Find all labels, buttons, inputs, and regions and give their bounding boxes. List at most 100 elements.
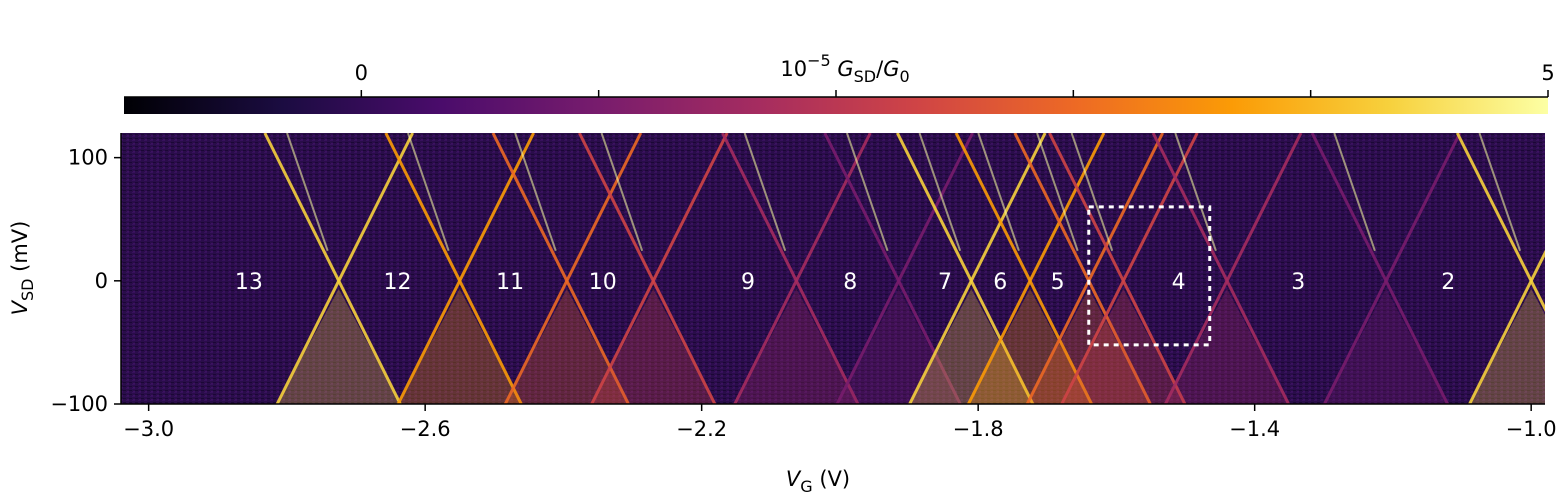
x-tick-label: −1.4: [1229, 417, 1280, 441]
diamond-edge: [721, 133, 860, 404]
diamond-label: 8: [843, 270, 857, 295]
y-tick-label: 0: [95, 269, 108, 293]
colorbar-bar: [124, 97, 1548, 114]
x-axis-title-sub: G: [800, 477, 812, 496]
conductance-region: [505, 288, 629, 404]
colorbar-title-exponent: −5: [807, 51, 831, 70]
x-tick-label: −2.6: [400, 417, 451, 441]
conductance-region: [1324, 288, 1448, 404]
colorbar-tick-label: 5: [1541, 61, 1554, 85]
conductance-region: [734, 288, 858, 404]
conductance-region: [1061, 288, 1185, 404]
diamond-edge: [590, 133, 729, 404]
conductance-region: [1165, 288, 1289, 404]
diamond-edge: [835, 133, 974, 404]
colorbar-title-g: G: [837, 57, 853, 81]
x-axis: −3.0 −2.6 −2.2 −1.8 −1.4 −1.0: [121, 403, 1557, 441]
diamond-edge: [263, 133, 402, 404]
diamond-label: 7: [938, 270, 952, 295]
conductance-region: [968, 288, 1092, 404]
x-tick-label: −1.0: [1506, 417, 1557, 441]
y-tick-label: 100: [68, 146, 108, 170]
x-tick-label: −3.0: [123, 417, 174, 441]
diamond-edge-highlight: [918, 133, 962, 252]
diamond-labels: 13 12 11 10 9 8 7 6 5 4 3 2: [235, 270, 1455, 295]
x-axis-title-v: V: [786, 467, 802, 491]
diamond-edge: [1048, 133, 1187, 404]
diamond-edge: [1310, 133, 1449, 404]
diamond-edge: [967, 133, 1106, 404]
diamond-label: 6: [993, 270, 1007, 295]
colorbar-title-g0: G: [883, 57, 899, 81]
diamond-edge: [1468, 249, 1545, 404]
colorbar-tick-label: 0: [355, 61, 368, 85]
diamond-edge-highlight: [1070, 133, 1114, 252]
diamond-edge-highlight: [1036, 133, 1079, 252]
diamond-edge: [954, 133, 1093, 404]
diamond-edge-highlight: [1333, 133, 1376, 252]
x-tick-label: −2.2: [676, 417, 727, 441]
diamond-label: 5: [1051, 270, 1065, 295]
x-axis-title: VG (V): [786, 467, 850, 496]
diamond-label: 11: [496, 270, 524, 295]
diamond-edge-highlight: [1174, 133, 1217, 252]
conductance-region: [277, 288, 401, 404]
y-axis: 100 0 −100: [50, 133, 122, 416]
diamond-edge: [491, 133, 630, 404]
heatmap-features: [263, 133, 1545, 404]
diamond-edge-highlight: [845, 133, 889, 252]
diamond-label: 10: [589, 270, 617, 295]
diamond-label: 13: [235, 270, 263, 295]
diamond-edge: [1151, 133, 1290, 404]
highlight-box: [1087, 205, 1212, 347]
diamond-edge-highlight: [407, 133, 450, 252]
conductance-region: [398, 288, 522, 404]
colorbar-title-g0-sub: 0: [899, 67, 909, 86]
diamond-edge-highlight: [600, 133, 644, 252]
y-tick-label: −100: [50, 392, 108, 416]
diamond-edge: [275, 133, 414, 404]
diamond-edge: [908, 133, 1047, 404]
diamond-label: 9: [741, 270, 755, 295]
colorbar-title-g-sub: SD: [854, 67, 876, 86]
diamond-edge: [1013, 133, 1152, 404]
y-axis-title-unit: (mV): [8, 221, 32, 279]
diamond-label: 12: [384, 270, 412, 295]
plot-area: 13 12 11 10 9 8 7 6 5 4 3 2: [121, 133, 1545, 404]
x-tick-label: −1.8: [953, 417, 1004, 441]
diamond-edge-highlight: [1478, 133, 1522, 252]
colorbar-title: 10−5 GSD/G0: [780, 51, 909, 86]
diamond-edge: [896, 133, 1035, 404]
diamond-label: 3: [1291, 270, 1305, 295]
colorbar-title-slash: /: [876, 57, 884, 81]
conductance-region: [909, 288, 1033, 404]
diamond-edge-highlight: [286, 133, 329, 252]
diamond-edge: [396, 133, 535, 404]
diamond-edge: [1025, 133, 1165, 404]
diamond-label: 4: [1172, 270, 1186, 295]
diamond-edge-highlight: [977, 133, 1020, 252]
y-axis-title: VSD (mV): [8, 221, 37, 316]
y-axis-title-sub: SD: [18, 279, 37, 301]
diamond-edge: [823, 133, 962, 404]
diamond-edge-highlight: [514, 133, 557, 252]
colorbar-title-base: 10: [780, 57, 807, 81]
diamond-edge-highlight: [743, 133, 787, 252]
diamond-edge: [1323, 133, 1462, 404]
diamond-edge: [384, 133, 523, 404]
conductance-region: [1027, 288, 1151, 404]
diamond-edge: [503, 133, 643, 404]
y-axis-title-v: V: [8, 299, 32, 315]
conductance-region: [837, 288, 961, 404]
diamond-label: 2: [1441, 270, 1455, 295]
x-axis-title-unit: (V): [813, 467, 850, 491]
conductance-region: [1469, 288, 1545, 404]
conductance-region: [591, 288, 715, 404]
diamond-edge: [578, 133, 717, 404]
diamond-edge: [1455, 133, 1545, 312]
diamond-edge: [1164, 133, 1303, 404]
heatmap-background: [121, 133, 1545, 404]
